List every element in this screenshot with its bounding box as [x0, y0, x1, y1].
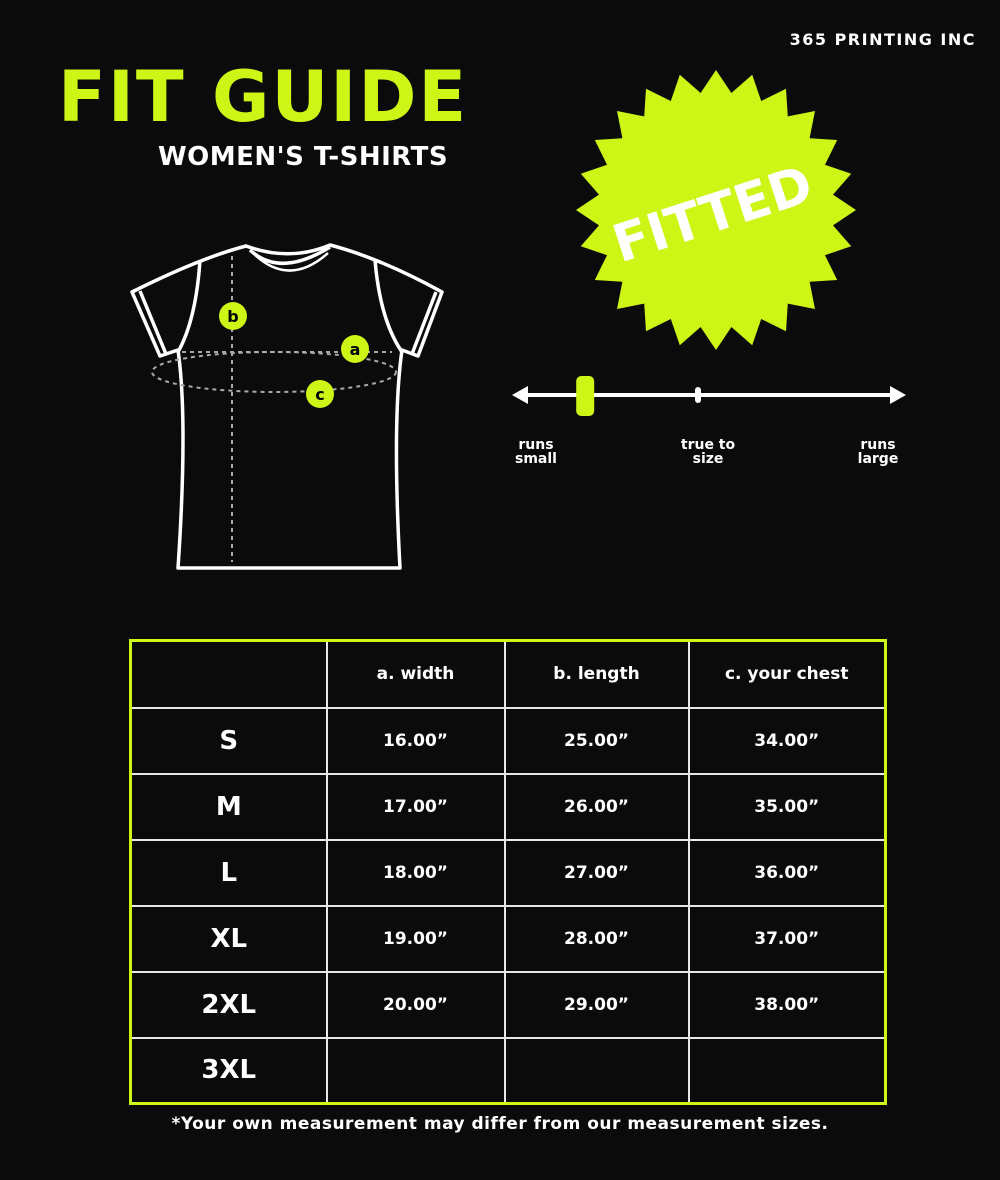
table-row: S 16.00” 25.00” 34.00”	[129, 706, 887, 775]
size-label: XL	[129, 904, 328, 973]
table-cell: 17.00”	[325, 772, 506, 841]
arrow-right-icon	[890, 386, 906, 404]
page-subtitle: WOMEN'S T-SHIRTS	[158, 142, 449, 172]
table-cell: 25.00”	[503, 706, 690, 775]
table-cell: 37.00”	[687, 904, 887, 973]
size-label: 2XL	[129, 970, 328, 1039]
table-cell	[687, 1036, 887, 1105]
table-row: L 18.00” 27.00” 36.00”	[129, 838, 887, 907]
table-row: M 17.00” 26.00” 35.00”	[129, 772, 887, 841]
marker-c: c	[306, 380, 334, 408]
true-to-size-tick	[695, 387, 701, 403]
size-label: S	[129, 706, 328, 775]
table-row: 3XL	[129, 1036, 887, 1105]
illustration: b a c FITTED	[130, 70, 906, 570]
label-runs-small: runs small	[515, 437, 557, 467]
column-header: b. length	[503, 639, 690, 709]
size-label: M	[129, 772, 328, 841]
arrow-left-icon	[512, 386, 528, 404]
table-row: 2XL 20.00” 29.00” 38.00”	[129, 970, 887, 1039]
table-cell: 28.00”	[503, 904, 690, 973]
table-cell: 26.00”	[503, 772, 690, 841]
marker-b: b	[219, 302, 247, 330]
label-runs-large: runs large	[857, 437, 899, 467]
column-header: a. width	[325, 639, 506, 709]
fit-scale	[512, 376, 906, 416]
table-cell: 27.00”	[503, 838, 690, 907]
column-header	[129, 639, 328, 709]
table-cell: 16.00”	[325, 706, 506, 775]
table-cell: 18.00”	[325, 838, 506, 907]
measurement-disclaimer: *Your own measurement may differ from ou…	[171, 1114, 829, 1134]
svg-text:a: a	[350, 340, 361, 359]
table-header-row: a. width b. length c. your chest	[129, 639, 887, 709]
table-cell	[503, 1036, 690, 1105]
table-cell: 36.00”	[687, 838, 887, 907]
table-cell: 29.00”	[503, 970, 690, 1039]
size-chart-table: a. width b. length c. your chest S 16.00” 25.…	[129, 639, 887, 1105]
size-label: 3XL	[129, 1036, 328, 1105]
table-cell: 20.00”	[325, 970, 506, 1039]
table-cell	[325, 1036, 506, 1105]
fitted-badge-starburst	[576, 70, 856, 350]
table-cell: 35.00”	[687, 772, 887, 841]
fit-scale-indicator	[576, 376, 595, 416]
svg-text:b: b	[227, 307, 238, 326]
table-cell: 38.00”	[687, 970, 887, 1039]
table-cell: 19.00”	[325, 904, 506, 973]
size-label: L	[129, 838, 328, 907]
table-row: XL 19.00” 28.00” 37.00”	[129, 904, 887, 973]
svg-text:c: c	[315, 385, 324, 404]
brand-name: 365 PRINTING INC	[789, 30, 976, 49]
table-cell: 34.00”	[687, 706, 887, 775]
column-header: c. your chest	[687, 639, 887, 709]
page-title: FIT GUIDE	[58, 56, 469, 138]
label-true-to-size: true to size	[680, 437, 736, 467]
tshirt-diagram	[130, 243, 444, 570]
marker-a: a	[341, 335, 369, 363]
